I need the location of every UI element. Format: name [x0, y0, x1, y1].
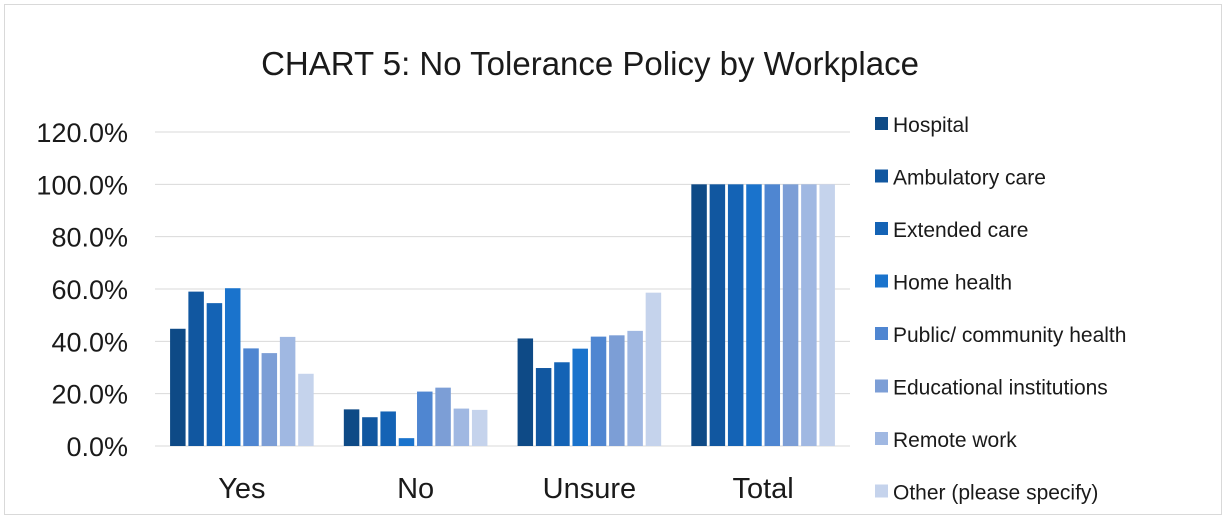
bar — [517, 338, 534, 446]
bar — [782, 184, 799, 447]
bar — [819, 184, 835, 447]
bar — [279, 336, 296, 446]
legend-label: Public/ community health — [893, 324, 1126, 347]
x-axis-ticks: Yes No Unsure Total — [218, 473, 794, 505]
bar — [453, 408, 470, 446]
bar — [727, 184, 744, 447]
legend-swatch — [875, 327, 888, 340]
bar — [709, 184, 726, 447]
legend-swatch — [875, 379, 888, 393]
legend-label: Remote work — [893, 429, 1017, 452]
bar — [691, 184, 707, 447]
bar — [764, 184, 781, 447]
legend-item: Extended care — [875, 219, 1028, 242]
bar — [590, 336, 607, 446]
bar — [398, 438, 415, 446]
y-tick-label: 80.0% — [51, 223, 128, 253]
legend-label: Other (please specify) — [893, 482, 1098, 505]
y-tick-label: 20.0% — [51, 380, 128, 410]
bar — [627, 330, 643, 446]
bar — [435, 387, 451, 446]
bar — [645, 292, 662, 446]
x-tick-label: Total — [732, 473, 793, 505]
y-tick-label: 40.0% — [51, 327, 128, 357]
bar — [535, 368, 552, 446]
bar — [746, 184, 762, 447]
bar — [609, 335, 625, 446]
x-tick-label: No — [397, 473, 434, 505]
x-tick-label: Unsure — [543, 473, 637, 505]
legend-label: Home health — [893, 272, 1012, 295]
legend-item: Ambulatory care — [875, 167, 1046, 190]
legend-item: Hospital — [875, 114, 969, 137]
bar — [188, 291, 204, 446]
y-tick-label: 60.0% — [51, 275, 128, 305]
legend-item: Public/ community health — [875, 324, 1126, 347]
bar — [298, 373, 314, 446]
bar — [417, 391, 433, 446]
legend-item: Remote work — [875, 429, 1017, 452]
bar — [261, 353, 278, 446]
legend-swatch — [875, 484, 888, 498]
gridlines — [155, 131, 850, 447]
bar — [170, 328, 186, 446]
bar — [471, 409, 488, 446]
legend-swatch — [875, 117, 888, 130]
legend-label: Hospital — [893, 114, 969, 137]
legend-swatch — [875, 432, 888, 445]
legend-swatch — [875, 169, 888, 183]
legend: Hospital Ambulatory care Extended care Home… — [875, 114, 1126, 505]
bar — [343, 409, 360, 446]
bar — [801, 184, 817, 447]
y-tick-label: 100.0% — [36, 170, 128, 200]
bar — [206, 303, 223, 446]
legend-item: Home health — [875, 272, 1012, 295]
bar — [243, 348, 259, 446]
legend-label: Extended care — [893, 219, 1028, 242]
bar — [554, 362, 570, 446]
chart-title: CHART 5: No Tolerance Policy by Workplac… — [261, 45, 919, 82]
x-tick-label: Yes — [218, 473, 265, 505]
legend-label: Ambulatory care — [893, 167, 1046, 190]
legend-swatch — [875, 222, 888, 235]
y-tick-label: 0.0% — [66, 432, 128, 462]
legend-label: Educational institutions — [893, 377, 1108, 400]
bar — [224, 288, 241, 446]
legend-item: Educational institutions — [875, 377, 1108, 400]
y-tick-label: 120.0% — [36, 118, 128, 148]
bars — [170, 184, 835, 447]
y-axis-ticks: 0.0% 20.0% 40.0% 60.0% 80.0% 100.0% 120.0% — [36, 118, 128, 462]
bar — [572, 348, 588, 446]
bar — [362, 417, 378, 446]
bar — [380, 411, 396, 446]
legend-item: Other (please specify) — [875, 482, 1098, 505]
legend-swatch — [875, 274, 888, 288]
